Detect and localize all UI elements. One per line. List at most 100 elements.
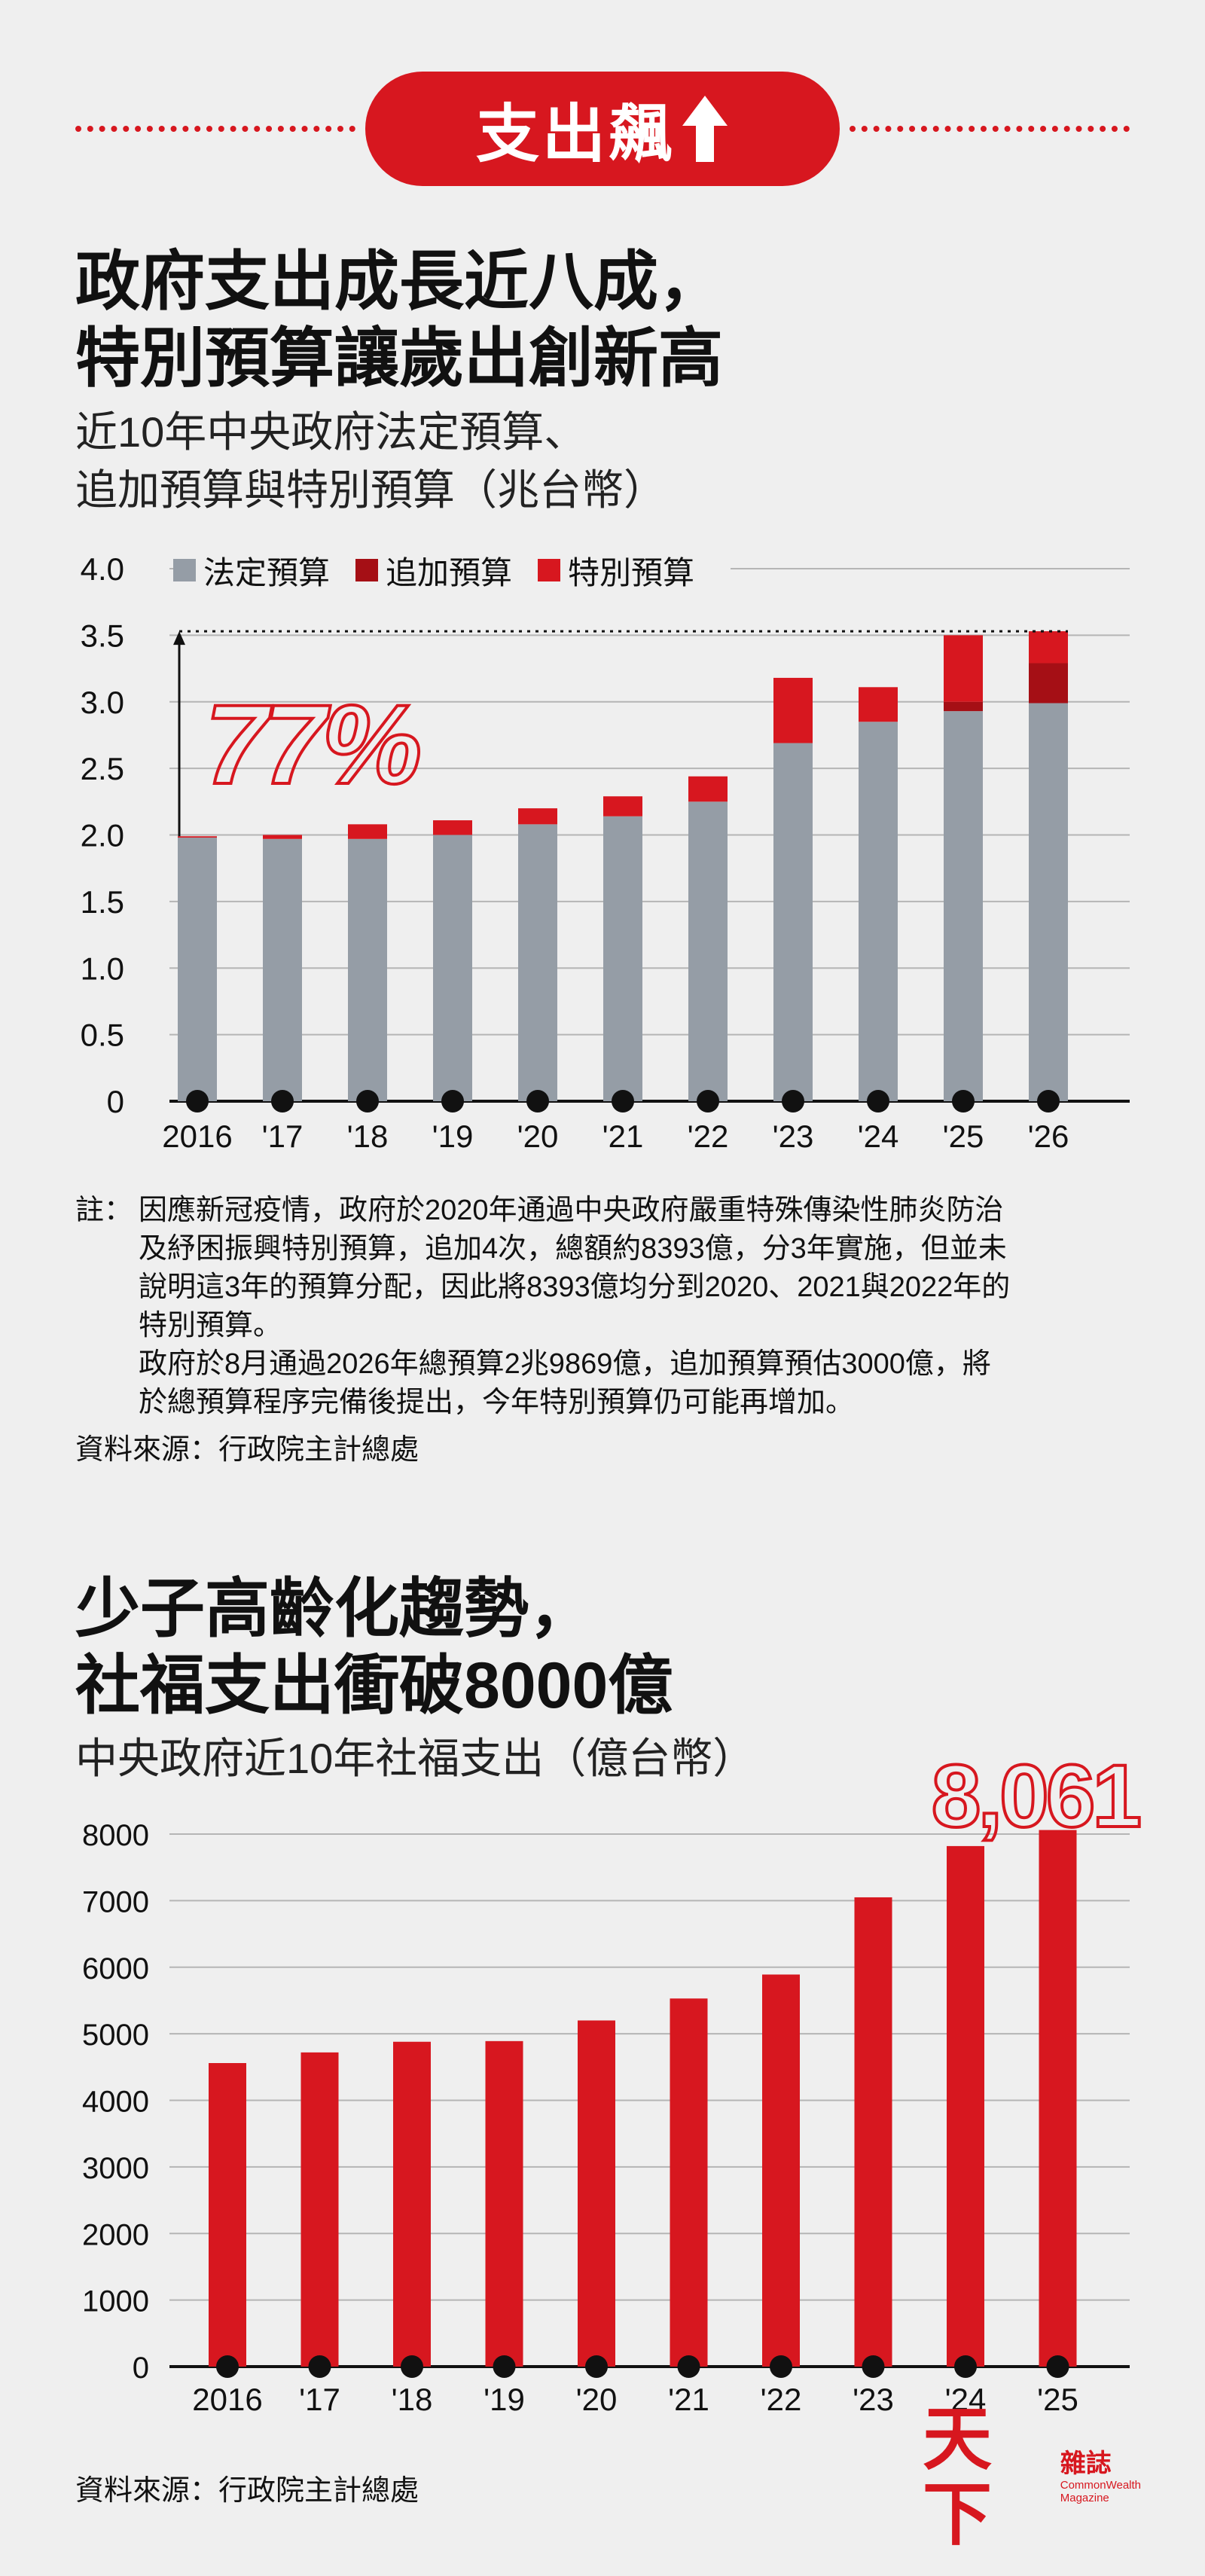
- bar-segment: [773, 677, 813, 743]
- axis-dot: [216, 2355, 239, 2378]
- y-tick-label: 1.5: [81, 884, 124, 920]
- section1-title-line1: 政府支出成長近八成，: [75, 246, 723, 318]
- section2-title-line1: 少子高齡化趨勢，: [75, 1573, 593, 1645]
- x-tick-label: '18: [347, 1119, 389, 1154]
- bar-segment: [944, 711, 983, 1101]
- bar: [762, 1974, 800, 2367]
- section1-subtitle-line1: 近10年中央政府法定預算、: [75, 408, 587, 456]
- arrow-up-icon: [682, 96, 728, 162]
- bar: [393, 2041, 431, 2367]
- axis-dot: [770, 2355, 792, 2378]
- bar-segment: [518, 824, 557, 1101]
- axis-dot: [954, 2355, 977, 2378]
- commonwealth-logo: 天下 雜誌 CommonWealth Magazine: [923, 2401, 1141, 2552]
- y-tick-label: 2.0: [81, 818, 124, 853]
- x-tick-label: '25: [1037, 2382, 1078, 2417]
- bar-segment: [348, 824, 387, 839]
- budget-stacked-bar-chart: 0 0.5 1.0 1.5 2.0 2.5 3.0 3.5 4.0 2016 '17 '18 '19 '2…: [81, 551, 1130, 1154]
- header-label: 支出飆: [475, 98, 675, 169]
- legend-label-supplementary: 追加預算: [386, 554, 513, 591]
- chart1-notes: 註： 因應新冠疫情，政府於2020年通過中央政府嚴重特殊傳染性肺炎防治 及紓困振…: [75, 1192, 1145, 1422]
- y-tick-label: 5000: [82, 2019, 149, 2052]
- bar-segment: [859, 687, 898, 722]
- y-tick-label: 0: [133, 2352, 149, 2385]
- bar-segment: [688, 801, 728, 1101]
- axis-dot: [308, 2355, 331, 2378]
- y-tick-label: 6000: [82, 1952, 149, 1985]
- legend-swatch-supplementary: [355, 559, 379, 581]
- axis-dot: [867, 1090, 889, 1113]
- social-welfare-bar-chart: 0 1000 2000 3000 4000 5000 6000 7000 8000 2016 '17…: [82, 1745, 1144, 2417]
- bar-segment: [944, 635, 983, 702]
- bar: [300, 2052, 339, 2367]
- y-tick-label: 0: [107, 1084, 124, 1119]
- bar: [209, 2063, 246, 2367]
- bar: [670, 1998, 708, 2367]
- notes-line: 特別預算。: [139, 1310, 282, 1341]
- header-badge: 支出飆: [365, 72, 840, 186]
- bar-segment: [433, 820, 472, 835]
- bar: [578, 2020, 615, 2367]
- y-tick-label: 1000: [82, 2285, 149, 2318]
- x-tick-label: '21: [602, 1119, 644, 1154]
- x-tick-label: '19: [432, 1119, 474, 1154]
- x-tick-label: '21: [668, 2382, 709, 2417]
- bar-segment: [518, 808, 557, 825]
- legend-item-special: 特別預算: [538, 548, 694, 594]
- x-tick-label: '17: [262, 1119, 304, 1154]
- header-dots-left: [75, 126, 355, 132]
- x-tick-label: '26: [1028, 1119, 1069, 1154]
- bar-segment: [1029, 703, 1068, 1101]
- x-tick-label: 2016: [162, 1119, 232, 1154]
- x-tick-label: '20: [576, 2382, 618, 2417]
- y-tick-label: 1.0: [81, 951, 124, 986]
- bar-segment: [433, 835, 472, 1101]
- bar-segment: [688, 776, 728, 802]
- bar: [947, 1845, 984, 2367]
- y-tick-label: 4.0: [81, 551, 124, 587]
- bar-segment: [773, 743, 813, 1101]
- logo-en-line2: Magazine: [1060, 2492, 1109, 2504]
- bar-segment: [603, 816, 642, 1101]
- axis-dot: [441, 1090, 464, 1113]
- axis-dot: [493, 2355, 516, 2378]
- bar-segment: [178, 836, 217, 838]
- bar-segment: [1029, 663, 1068, 704]
- chart2-source: 資料來源：行政院主計總處: [75, 2475, 419, 2507]
- x-tick-label: '17: [299, 2382, 340, 2417]
- axis-dot: [952, 1090, 975, 1113]
- bar-segment: [944, 701, 983, 712]
- legend-swatch-statutory: [173, 559, 196, 581]
- growth-annotation: 77%: [205, 681, 419, 807]
- y-tick-label: 3.5: [81, 618, 124, 653]
- y-tick-label: 2.5: [81, 751, 124, 786]
- y-tick-label: 4000: [82, 2086, 149, 2119]
- notes-line: 及紓困振興特別預算，追加4次，總額約8393億，分3年實施，但並未: [139, 1233, 1007, 1265]
- chart1-legend: 法定預算 追加預算 特別預算: [173, 544, 731, 597]
- axis-dot: [271, 1090, 294, 1113]
- notes-lead: 註：: [75, 1195, 133, 1226]
- annotation-arrow-head: [173, 631, 185, 646]
- y-tick-label: 0.5: [81, 1018, 124, 1053]
- logo-main-text: 天下: [923, 2398, 993, 2555]
- legend-label-special: 特別預算: [568, 554, 695, 591]
- x-tick-label: 2016: [192, 2382, 262, 2417]
- notes-line: 於總預算程序完備後提出，今年特別預算仍可能再增加。: [139, 1387, 855, 1418]
- bar: [1039, 1830, 1077, 2367]
- x-tick-label: '25: [943, 1119, 984, 1154]
- axis-dot: [356, 1090, 379, 1113]
- axis-dot: [186, 1090, 209, 1113]
- y-tick-label: 3000: [82, 2152, 149, 2185]
- legend-swatch-special: [538, 559, 561, 581]
- notes-line: 說明這3年的預算分配，因此將8393億均分到2020、2021與2022年的: [139, 1271, 1011, 1303]
- y-tick-label: 3.0: [81, 685, 124, 720]
- axis-dot: [1037, 1090, 1060, 1113]
- bar: [485, 2040, 523, 2367]
- x-tick-label: '24: [945, 2382, 987, 2417]
- axis-dot: [782, 1090, 804, 1113]
- section1-title-line2: 特別預算讓歲出創新高: [75, 322, 723, 395]
- axis-dot: [862, 2355, 885, 2378]
- bar-segment: [263, 835, 302, 839]
- x-tick-label: '18: [392, 2382, 433, 2417]
- axis-dot: [1046, 2355, 1069, 2378]
